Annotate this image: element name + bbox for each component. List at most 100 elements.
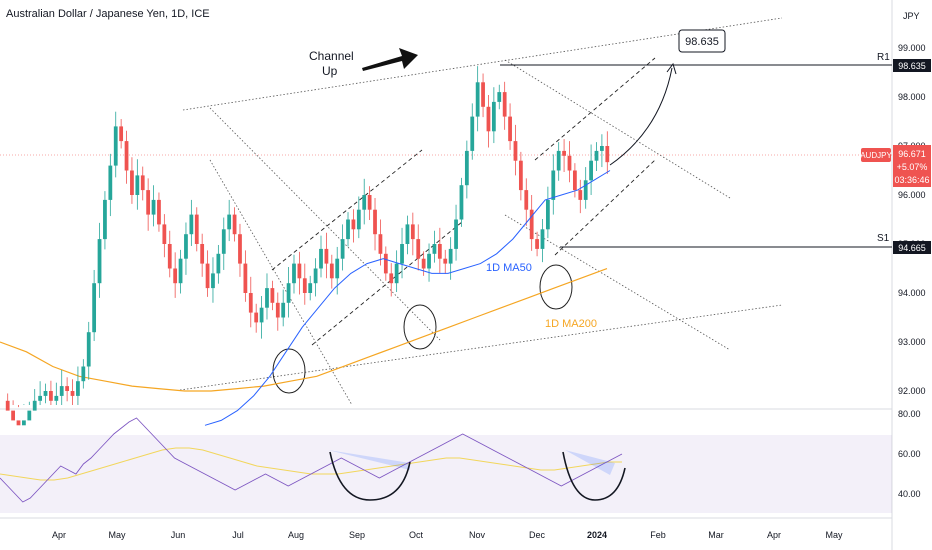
candle-body [605, 146, 610, 163]
candle-body [459, 185, 464, 220]
price-scale: 99.00098.00097.00096.00095.00094.00093.0… [898, 43, 926, 396]
channel-up-lines [179, 17, 783, 391]
candle-body [486, 106, 491, 132]
candle-body [540, 229, 545, 249]
candles [5, 66, 610, 426]
candle-body [508, 116, 512, 142]
ma200-label: 1D MA200 [545, 318, 597, 330]
r1-price-tag [893, 59, 931, 72]
candle-body [421, 258, 426, 269]
candle-body [378, 234, 383, 254]
channel-label-2: Up [322, 64, 338, 78]
candle-body [351, 219, 356, 230]
candle-body [367, 195, 372, 210]
symbol-badge[interactable] [861, 148, 891, 162]
candle-body [502, 92, 507, 117]
time-tick-label: 2024 [587, 530, 607, 540]
candle-body [362, 195, 367, 210]
ma50-label: 1D MA50 [486, 262, 532, 274]
rsi-tick-label: 60.00 [898, 449, 921, 459]
candle-body [400, 244, 404, 264]
candle-body [545, 199, 550, 230]
price-tick-label: 96.000 [898, 190, 926, 200]
time-tick-label: Apr [52, 530, 66, 540]
price-badge-countdown: 03:36:46 [894, 175, 929, 185]
price-tick-label: 94.000 [898, 288, 926, 298]
time-tick-label: Oct [409, 530, 424, 540]
candle-body [178, 258, 183, 284]
candle-body [243, 263, 248, 293]
candle-body [248, 293, 253, 313]
time-tick-label: Jun [171, 530, 186, 540]
price-badge [893, 145, 931, 187]
candle-body [562, 150, 566, 156]
candle-body [119, 126, 124, 142]
rsi-cup-2 [562, 451, 626, 501]
candle-body [16, 420, 21, 426]
rsi-band [0, 435, 892, 513]
candle-body [232, 214, 237, 235]
candle-body [329, 263, 334, 279]
candle-body [302, 278, 307, 293]
candle-body [227, 214, 232, 230]
channel-lower-line [179, 304, 783, 391]
candle-body [319, 248, 323, 269]
candle-body [11, 410, 15, 421]
candle-body [97, 239, 102, 284]
falling-channel-lines [209, 59, 731, 406]
rsi-scale: 80.00 60.00 40.00 [898, 409, 921, 499]
candle-body [578, 190, 583, 200]
candle-body [529, 209, 534, 240]
candle-body [205, 263, 210, 289]
symbol-label: AUDJPY [860, 151, 892, 160]
currency-label[interactable]: JPY [903, 11, 920, 21]
candle-body [27, 410, 32, 421]
candle-body [86, 332, 91, 367]
candle-body [151, 199, 156, 215]
r1-label: R1 [877, 52, 890, 63]
candle-body [470, 116, 475, 151]
time-tick-label: Nov [469, 530, 486, 540]
candle-body [600, 146, 604, 151]
price-tick-label: 98.000 [898, 92, 926, 102]
candle-body [265, 288, 269, 308]
candle-body [497, 92, 502, 102]
candle-body [475, 82, 480, 117]
candle-body [443, 258, 448, 264]
candle-body [124, 141, 129, 171]
price-tick-label: 92.000 [898, 386, 926, 396]
candle-body [184, 234, 188, 259]
candle-body [432, 244, 437, 254]
time-tick-label: Aug [288, 530, 304, 540]
target-box [678, 29, 726, 53]
candle-body [49, 391, 53, 401]
candle-body [65, 386, 70, 391]
highlight-circles [272, 264, 573, 394]
candle-body [551, 170, 556, 200]
candle-body [108, 165, 113, 200]
s1-price-value: 94.665 [898, 243, 926, 253]
rsi-tick-label: 40.00 [898, 489, 921, 499]
candle-body [130, 170, 134, 195]
candle-body [162, 224, 167, 244]
r1-price-value: 98.635 [898, 61, 926, 71]
candle-body [270, 288, 275, 303]
time-tick-label: Dec [529, 530, 546, 540]
candle-body [340, 239, 345, 259]
channel-arrow-icon [362, 48, 418, 71]
candle-body [481, 82, 485, 107]
candle-body [76, 381, 80, 396]
rising-dashed-channels [271, 57, 656, 346]
channel-label-1: Channel [309, 49, 354, 63]
candle-body [157, 199, 161, 225]
candle-body [216, 253, 221, 274]
candle-body [383, 253, 388, 274]
candle-body [297, 263, 302, 279]
candle-body [103, 199, 107, 240]
candle-body [200, 244, 205, 264]
candle-body [54, 395, 59, 401]
time-tick-label: Sep [349, 530, 365, 540]
candle-body [454, 219, 458, 249]
candle-body [92, 283, 97, 333]
